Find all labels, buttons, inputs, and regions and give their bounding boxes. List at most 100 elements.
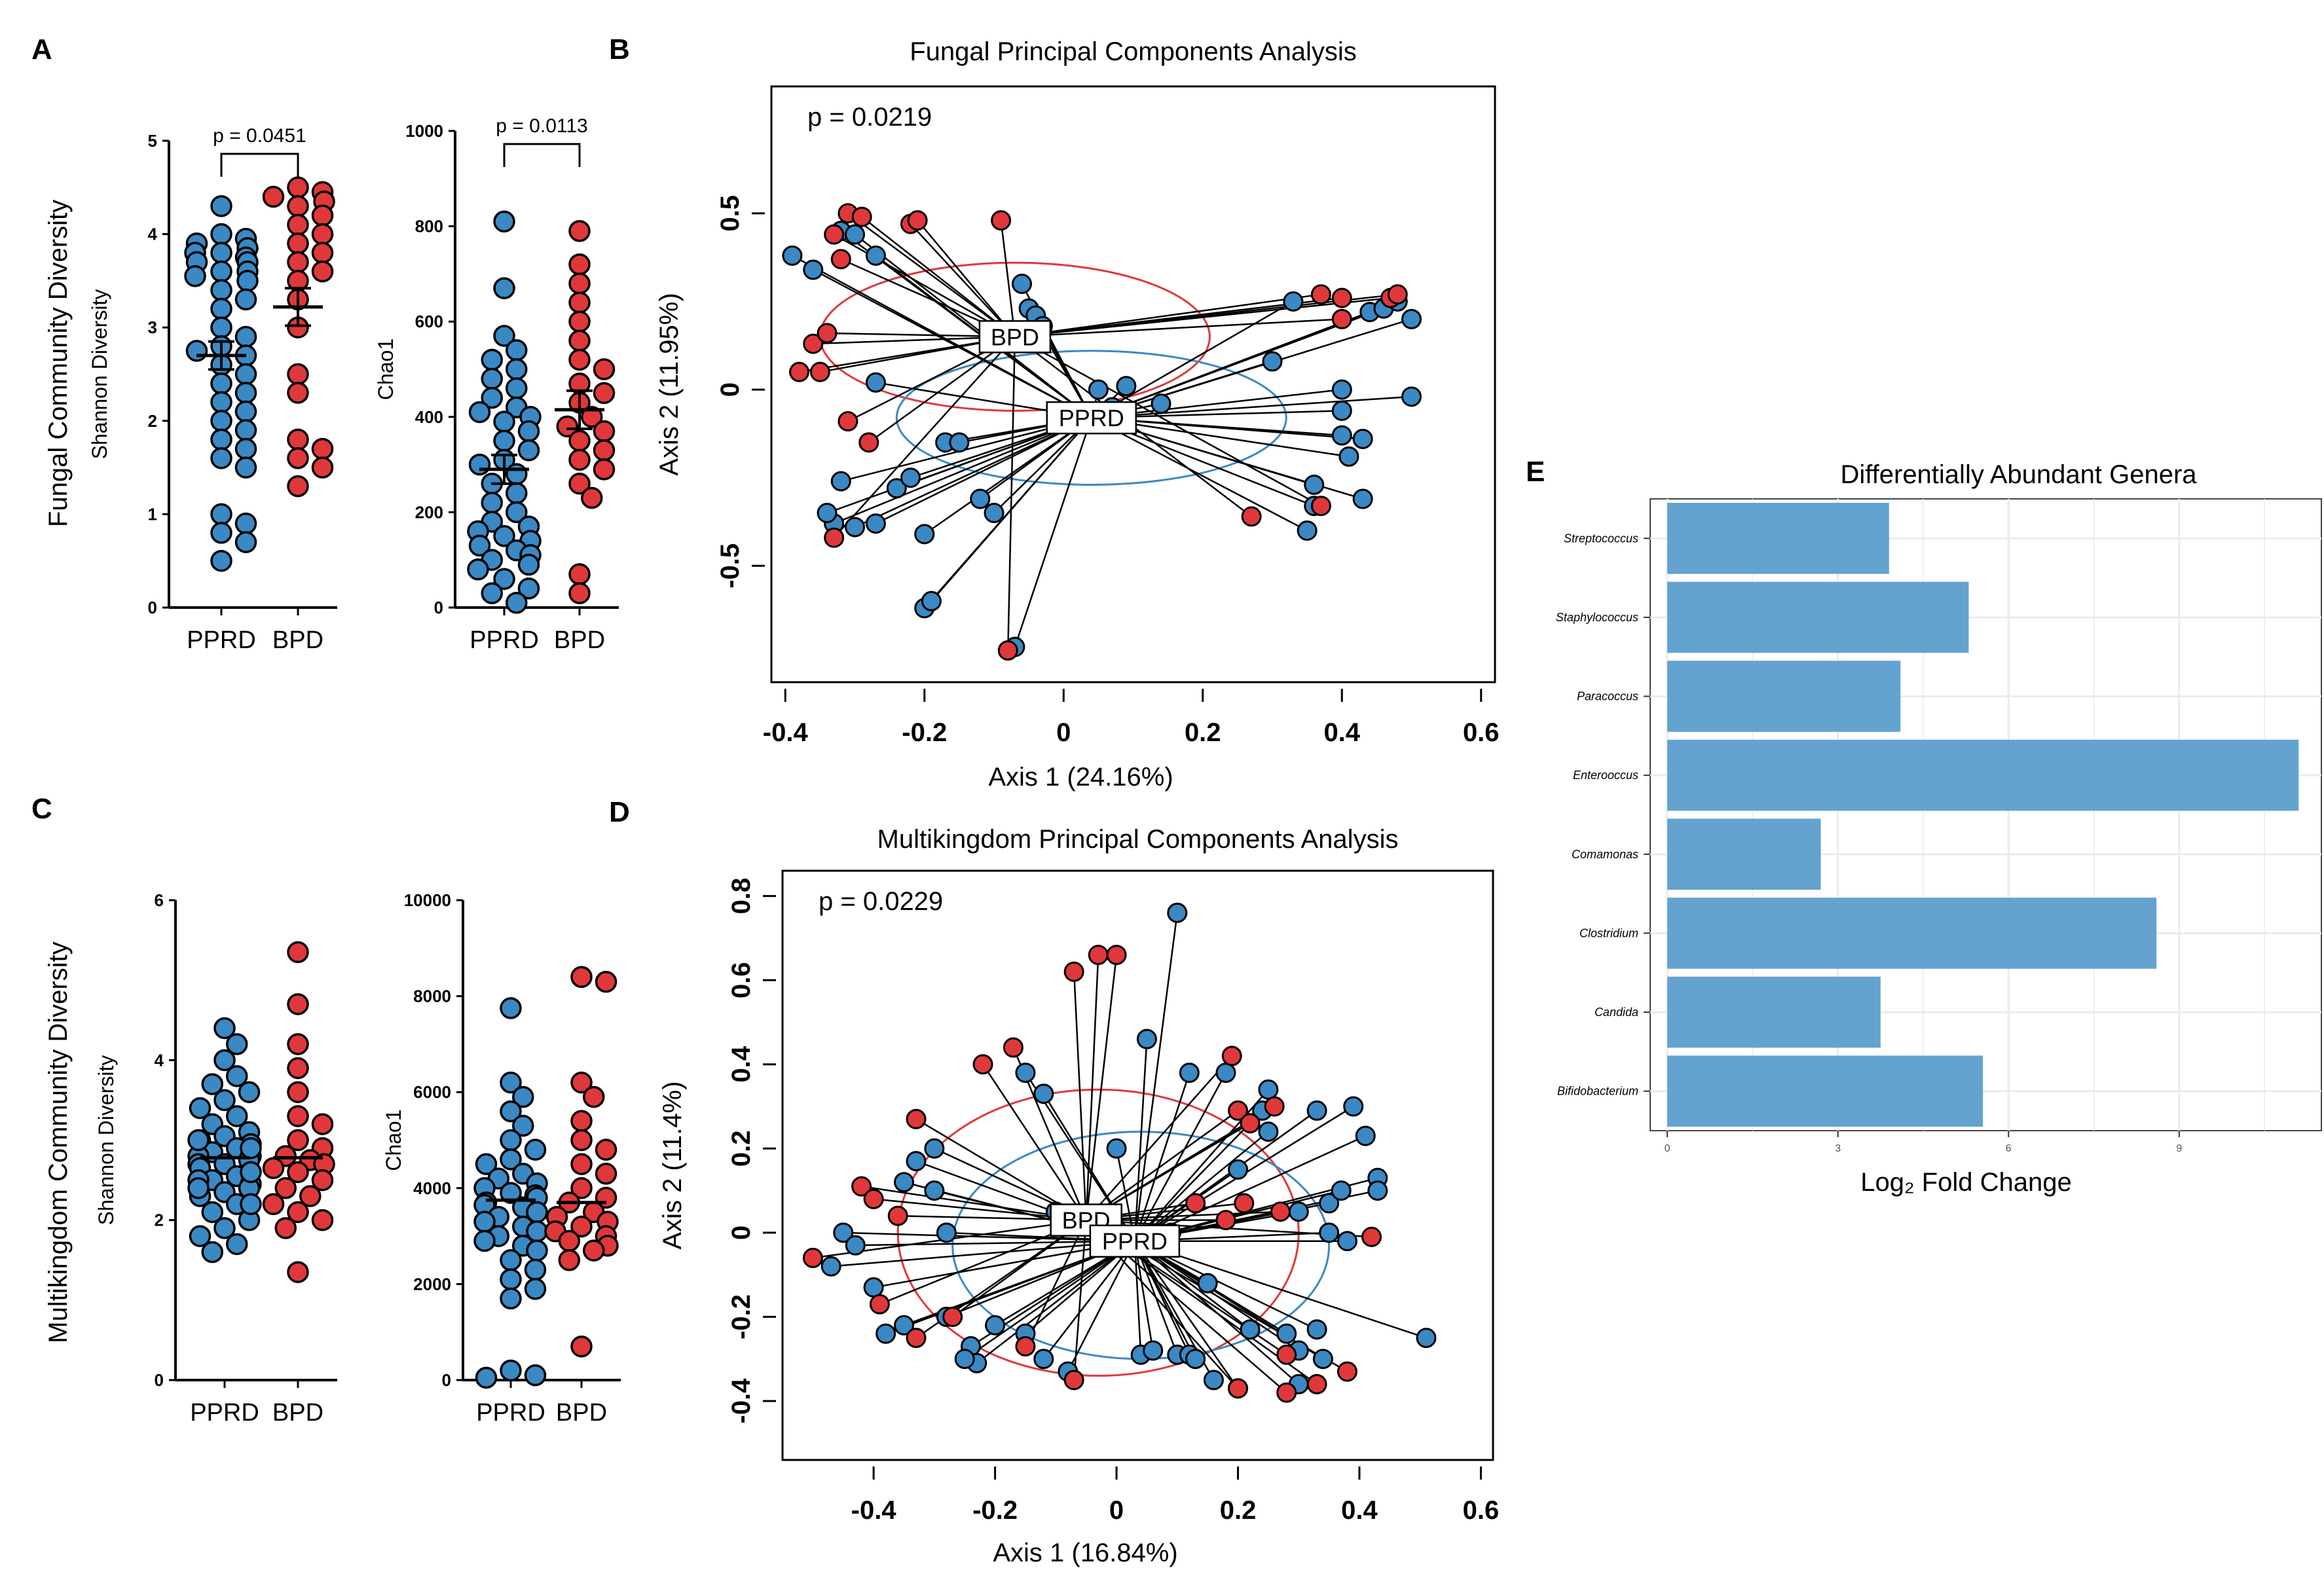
chart-fungal-pca: Fungal Principal Components Analysis -0.4…: [655, 37, 1500, 792]
data-point: [311, 1209, 334, 1231]
data-point: [1167, 902, 1188, 923]
data-point: [311, 437, 334, 460]
data-point: [570, 966, 593, 989]
data-point: [512, 1114, 534, 1137]
data-point: [210, 297, 232, 320]
data-point: [506, 339, 528, 361]
spoke-line: [964, 1240, 1135, 1360]
data-point: [1258, 1079, 1279, 1100]
bar: [1667, 898, 2157, 969]
data-point: [568, 472, 591, 495]
spoke-line: [982, 1064, 1087, 1221]
data-point: [851, 1176, 872, 1197]
data-point: [1015, 1336, 1036, 1357]
data-point: [481, 367, 503, 390]
data-point: [210, 242, 232, 264]
data-point: [500, 997, 522, 1019]
data-point: [524, 1258, 547, 1281]
y-axis-label: Shannon Diversity: [88, 289, 111, 460]
spoke-line: [1134, 1240, 1427, 1339]
data-point: [1297, 520, 1318, 541]
data-point: [234, 437, 257, 460]
y-tick-label: 400: [415, 407, 443, 427]
data-point: [185, 340, 208, 362]
data-point: [1240, 1113, 1261, 1134]
data-point: [863, 1277, 884, 1298]
spoke-line: [1091, 318, 1412, 419]
data-point: [595, 1163, 618, 1185]
data-point: [226, 1233, 248, 1256]
y-tick-label: 1000: [405, 121, 443, 141]
data-point: [1262, 351, 1283, 372]
y-tick-label: -0.2: [727, 1294, 756, 1339]
data-point: [274, 1217, 297, 1239]
bar: [1667, 1055, 1983, 1127]
data-point: [1306, 1319, 1327, 1340]
data-point: [833, 1222, 854, 1243]
spoke-line: [1014, 293, 1321, 338]
data-point: [1185, 1193, 1206, 1214]
data-point: [1331, 379, 1352, 400]
data-point: [942, 1306, 963, 1327]
data-point: [506, 377, 528, 399]
data-point: [1331, 308, 1352, 329]
data-point: [984, 503, 1005, 524]
data-point: [558, 1230, 580, 1252]
data-point: [803, 333, 824, 354]
bar: [1667, 739, 2299, 811]
y-axis-label: Shannon Diversity: [94, 1055, 118, 1226]
data-point: [287, 941, 309, 964]
y-axis-label: Axis 2 (11.4%): [658, 1081, 687, 1249]
data-point: [524, 1139, 547, 1161]
data-point: [863, 1188, 884, 1209]
data-point: [201, 1241, 223, 1264]
data-point: [1355, 1125, 1376, 1146]
y-tick-label: 0: [442, 1370, 451, 1390]
data-point: [481, 386, 503, 409]
data-point: [311, 204, 334, 227]
data-point: [568, 448, 591, 471]
data-point: [570, 1110, 593, 1132]
y-tick-label: Staphylococcus: [1556, 611, 1638, 624]
data-point: [1197, 1273, 1218, 1294]
data-point: [287, 1261, 309, 1283]
data-point: [593, 358, 616, 380]
data-point: [1063, 961, 1084, 982]
chart-title: Differentially Abundant Genera: [1840, 460, 2197, 489]
spoke-line: [833, 336, 1016, 539]
centroid-label-box: [978, 320, 1052, 354]
data-point: [595, 970, 618, 993]
x-axis-label: Axis 1 (24.16%): [988, 763, 1173, 792]
y-tick-label: 0: [434, 598, 443, 617]
confidence-ellipse-pprd: [895, 350, 1287, 486]
data-point: [1234, 1193, 1255, 1214]
x-tick-label: -0.4: [851, 1496, 897, 1525]
y-tick-label: 0: [716, 382, 745, 397]
data-point: [493, 210, 515, 233]
plot-frame: [770, 85, 1496, 683]
chart-title: Multikingdom Principal Components Analys…: [877, 825, 1399, 854]
spoke-line: [868, 336, 1016, 443]
data-point: [210, 410, 232, 432]
data-point: [187, 1129, 210, 1152]
y-axis-label: Chao1: [374, 338, 397, 400]
x-tick-label: 0.2: [1220, 1496, 1257, 1525]
data-point: [568, 348, 591, 371]
data-point: [287, 475, 309, 498]
x-tick-label: BPD: [556, 1399, 607, 1427]
spoke-line: [847, 212, 1016, 338]
data-point: [593, 382, 616, 405]
data-point: [1331, 287, 1352, 308]
data-point: [869, 1294, 890, 1315]
data-point: [1033, 1349, 1054, 1370]
data-point: [189, 1225, 212, 1247]
data-point: [287, 1129, 309, 1152]
x-tick-label: BPD: [272, 1399, 323, 1427]
y-tick-label: 10000: [404, 890, 451, 910]
data-point: [506, 501, 528, 524]
chart-fungal-shannon: 0 1 2 3 4 5 PPRD BPD Shannon Diversity p = 0.0451: [88, 125, 337, 654]
data-point: [906, 1108, 927, 1129]
y-tick-label: 0: [727, 1226, 756, 1240]
y-tick-label: 2000: [413, 1274, 451, 1294]
spoke-line: [1134, 1241, 1196, 1360]
